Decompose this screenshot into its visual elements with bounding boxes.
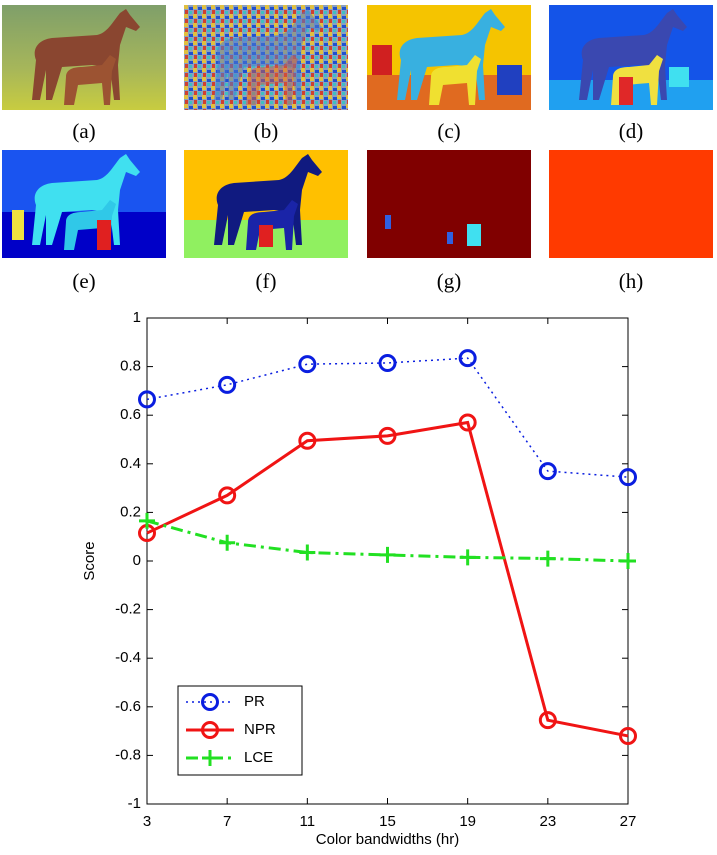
panel-label: (e) bbox=[72, 269, 95, 293]
legend-label: NPR bbox=[244, 721, 276, 738]
y-tick-label: 0 bbox=[133, 552, 141, 569]
y-tick-label: -0.6 bbox=[115, 698, 141, 715]
marker bbox=[619, 726, 637, 745]
x-tick-label: 19 bbox=[459, 813, 476, 830]
marker bbox=[379, 546, 396, 563]
panel-label: (c) bbox=[437, 119, 460, 143]
y-axis-label: Score bbox=[81, 541, 98, 580]
x-tick-label: 11 bbox=[300, 813, 316, 830]
x-tick-label: 3 bbox=[143, 813, 151, 830]
y-tick-label: 0.2 bbox=[120, 503, 141, 520]
marker bbox=[218, 486, 237, 505]
image-e bbox=[2, 150, 166, 258]
legend-label: PR bbox=[244, 693, 265, 710]
marker bbox=[620, 553, 636, 569]
panel-label: (g) bbox=[437, 269, 462, 293]
image-g bbox=[367, 150, 531, 258]
image-f bbox=[184, 150, 348, 258]
marker bbox=[298, 355, 317, 374]
legend-label: LCE bbox=[244, 749, 273, 766]
marker bbox=[459, 549, 476, 566]
panel-label: (f) bbox=[256, 269, 277, 293]
marker bbox=[218, 375, 237, 394]
y-tick-label: -0.4 bbox=[115, 649, 141, 666]
y-tick-label: 0.8 bbox=[120, 358, 141, 375]
marker bbox=[458, 413, 477, 432]
panel-label: (b) bbox=[254, 119, 279, 143]
image-d bbox=[549, 5, 713, 110]
legend: PR NPR LCE bbox=[177, 685, 303, 776]
image-b bbox=[184, 5, 348, 110]
y-tick-label: 0.6 bbox=[120, 406, 141, 423]
panel-label: (h) bbox=[619, 269, 644, 293]
series-line bbox=[146, 420, 629, 738]
marker bbox=[538, 711, 557, 730]
marker bbox=[201, 721, 219, 739]
marker bbox=[378, 353, 397, 372]
marker bbox=[538, 462, 557, 481]
x-tick-label: 15 bbox=[379, 813, 396, 830]
marker bbox=[458, 349, 477, 368]
y-tick-label: -1 bbox=[128, 795, 141, 812]
marker bbox=[219, 534, 236, 551]
series-line bbox=[146, 357, 629, 478]
marker bbox=[139, 512, 155, 529]
y-tick-label: 1 bbox=[133, 309, 141, 326]
x-tick-label: 27 bbox=[620, 813, 637, 830]
marker bbox=[539, 550, 556, 567]
marker bbox=[619, 468, 637, 487]
marker bbox=[202, 750, 218, 766]
y-tick-label: -0.8 bbox=[115, 746, 141, 763]
marker bbox=[201, 693, 219, 711]
y-tick-label: -0.2 bbox=[115, 601, 141, 618]
marker bbox=[138, 390, 156, 409]
y-tick-label: 0.4 bbox=[120, 455, 141, 472]
marker bbox=[299, 544, 316, 561]
panel-label: (a) bbox=[72, 119, 95, 143]
marker bbox=[378, 426, 397, 445]
image-c bbox=[367, 5, 531, 110]
image-h bbox=[549, 150, 713, 258]
x-tick-label: 23 bbox=[539, 813, 556, 830]
x-axis-label: Color bandwidths (hr) bbox=[316, 831, 459, 848]
panel-label: (d) bbox=[619, 119, 644, 143]
x-tick-label: 7 bbox=[223, 813, 231, 830]
marker bbox=[298, 431, 317, 450]
image-a bbox=[2, 5, 166, 110]
